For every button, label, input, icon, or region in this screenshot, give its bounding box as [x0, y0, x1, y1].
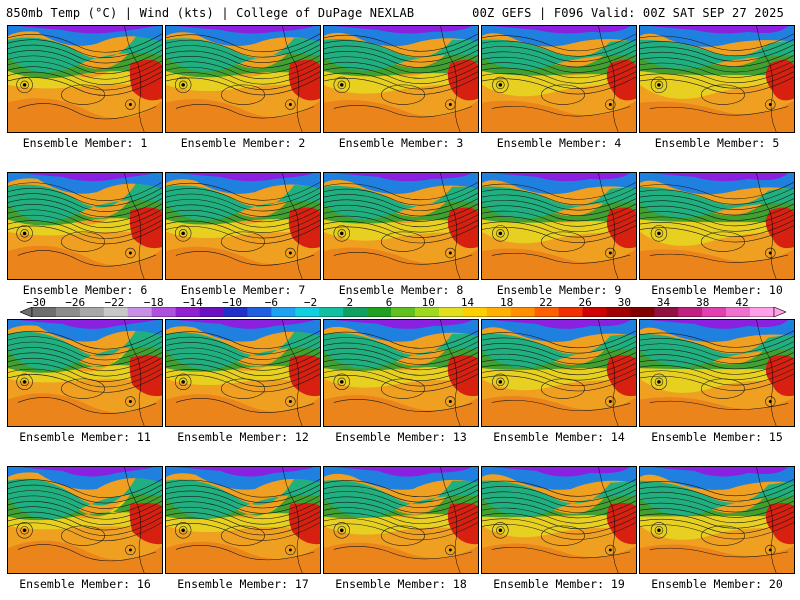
colorbar-swatch — [750, 307, 775, 317]
colorbar-swatch — [654, 307, 679, 317]
colorbar-swatch — [414, 307, 440, 317]
colorbar-swatch — [55, 307, 81, 317]
colorbar-swatch — [319, 307, 344, 317]
colorbar-tick-label: 14 — [460, 296, 475, 309]
ensemble-member-map — [165, 25, 321, 133]
ensemble-member-map — [7, 172, 163, 280]
colorbar-swatch — [462, 307, 488, 317]
ensemble-member-label: Ensemble Member: 5 — [654, 136, 780, 150]
colorbar-tick-label: 6 — [385, 296, 393, 309]
colorbar-swatch — [223, 307, 248, 317]
colorbar-tick-label: −6 — [264, 296, 278, 309]
ensemble-member-map — [481, 466, 637, 574]
colorbar-swatch — [678, 307, 703, 317]
ensemble-member-label: Ensemble Member: 7 — [180, 283, 306, 297]
colorbar-swatch — [391, 307, 416, 317]
ensemble-member-label: Ensemble Member: 4 — [496, 136, 622, 150]
ensemble-member-label: Ensemble Member: 6 — [22, 283, 148, 297]
ensemble-member-label: Ensemble Member: 19 — [493, 577, 625, 591]
colorbar-swatch — [606, 307, 631, 317]
colorbar-swatch — [438, 307, 464, 317]
colorbar-arrow-right — [773, 307, 786, 317]
ensemble-member-label: Ensemble Member: 11 — [19, 430, 151, 444]
header: 850mb Temp (°C) | Wind (kts) | College o… — [0, 0, 800, 24]
colorbar-swatch — [247, 307, 272, 317]
colorbar-tick-label: 30 — [617, 296, 631, 309]
ensemble-member-map — [323, 172, 479, 280]
colorbar-swatch — [486, 307, 512, 317]
ensemble-member-map — [639, 466, 795, 574]
colorbar-swatch — [510, 307, 535, 317]
ensemble-member-map — [323, 466, 479, 574]
colorbar-swatch — [199, 307, 224, 317]
ensemble-member-label: Ensemble Member: 2 — [180, 136, 306, 150]
ensemble-member-label: Ensemble Member: 3 — [338, 136, 464, 150]
colorbar-tick-label: 38 — [696, 296, 710, 309]
ensemble-member-map — [639, 319, 795, 427]
colorbar-swatch — [32, 307, 57, 317]
ensemble-member-label: Ensemble Member: 10 — [651, 283, 783, 297]
colorbar-tick-label: −22 — [104, 296, 125, 309]
colorbar-swatch — [367, 307, 392, 317]
colorbar-swatch — [630, 307, 655, 317]
colorbar-tick-label: 26 — [578, 296, 592, 309]
ensemble-member-label: Ensemble Member: 15 — [651, 430, 783, 444]
ensemble-member-map — [165, 319, 321, 427]
ensemble-member-label: Ensemble Member: 9 — [496, 283, 622, 297]
temperature-colorbar — [20, 307, 786, 317]
colorbar-swatch — [534, 307, 559, 317]
colorbar-swatch — [151, 307, 176, 317]
ensemble-member-map — [639, 172, 795, 280]
ensemble-member-label: Ensemble Member: 1 — [22, 136, 148, 150]
colorbar-swatch — [103, 307, 129, 317]
colorbar-swatch — [271, 307, 296, 317]
ensemble-member-label: Ensemble Member: 17 — [177, 577, 309, 591]
ensemble-member-map — [481, 172, 637, 280]
colorbar-swatch — [127, 307, 152, 317]
ensemble-member-label: Ensemble Member: 20 — [651, 577, 783, 591]
colorbar-tick-label: −18 — [143, 296, 164, 309]
ensemble-member-map — [7, 466, 163, 574]
ensemble-member-map — [323, 25, 479, 133]
colorbar-tick-label: −14 — [182, 296, 203, 309]
model-run-info: 00Z GEFS | F096 Valid: 00Z SAT SEP 27 20… — [472, 6, 784, 20]
colorbar-swatch — [726, 307, 751, 317]
colorbar-tick-label: 22 — [539, 296, 553, 309]
colorbar-swatch — [79, 307, 105, 317]
colorbar-swatch — [702, 307, 727, 317]
colorbar-swatch — [175, 307, 200, 317]
ensemble-member-label: Ensemble Member: 14 — [493, 430, 625, 444]
ensemble-member-map — [7, 319, 163, 427]
colorbar-swatch — [558, 307, 583, 317]
ensemble-member-map — [165, 466, 321, 574]
map-title: 850mb Temp (°C) | Wind (kts) | College o… — [6, 6, 415, 20]
colorbar-tick-label: 18 — [500, 296, 514, 309]
ensemble-member-map — [323, 319, 479, 427]
colorbar-tick-label: −2 — [303, 296, 318, 309]
colorbar-tick-label: 2 — [346, 296, 354, 309]
ensemble-member-label: Ensemble Member: 8 — [338, 283, 464, 297]
ensemble-member-map — [481, 319, 637, 427]
colorbar-tick-label: −30 — [26, 296, 46, 309]
colorbar-tick-labels: −30 −26 −22 −18 −14 −10 −6 −2 2 6 10 14 18 22 26 30 34 38… — [0, 296, 800, 309]
ensemble-member-map — [639, 25, 795, 133]
colorbar-swatch — [343, 307, 368, 317]
colorbar-tick-label: 34 — [656, 296, 671, 309]
colorbar-tick-label: −26 — [65, 296, 86, 309]
ensemble-member-map — [165, 172, 321, 280]
ensemble-member-label: Ensemble Member: 12 — [177, 430, 309, 444]
ensemble-member-label: Ensemble Member: 16 — [19, 577, 151, 591]
ensemble-member-map — [7, 25, 163, 133]
ensemble-member-label: Ensemble Member: 18 — [335, 577, 467, 591]
colorbar-swatch — [582, 307, 607, 317]
ensemble-member-label: Ensemble Member: 13 — [335, 430, 467, 444]
colorbar-tick-label: −10 — [222, 296, 243, 309]
colorbar-tick-label: 42 — [735, 296, 749, 309]
colorbar-swatch — [295, 307, 320, 317]
colorbar-tick-label: 10 — [421, 296, 435, 309]
colorbar-arrow-left — [20, 307, 33, 317]
ensemble-member-map — [481, 25, 637, 133]
